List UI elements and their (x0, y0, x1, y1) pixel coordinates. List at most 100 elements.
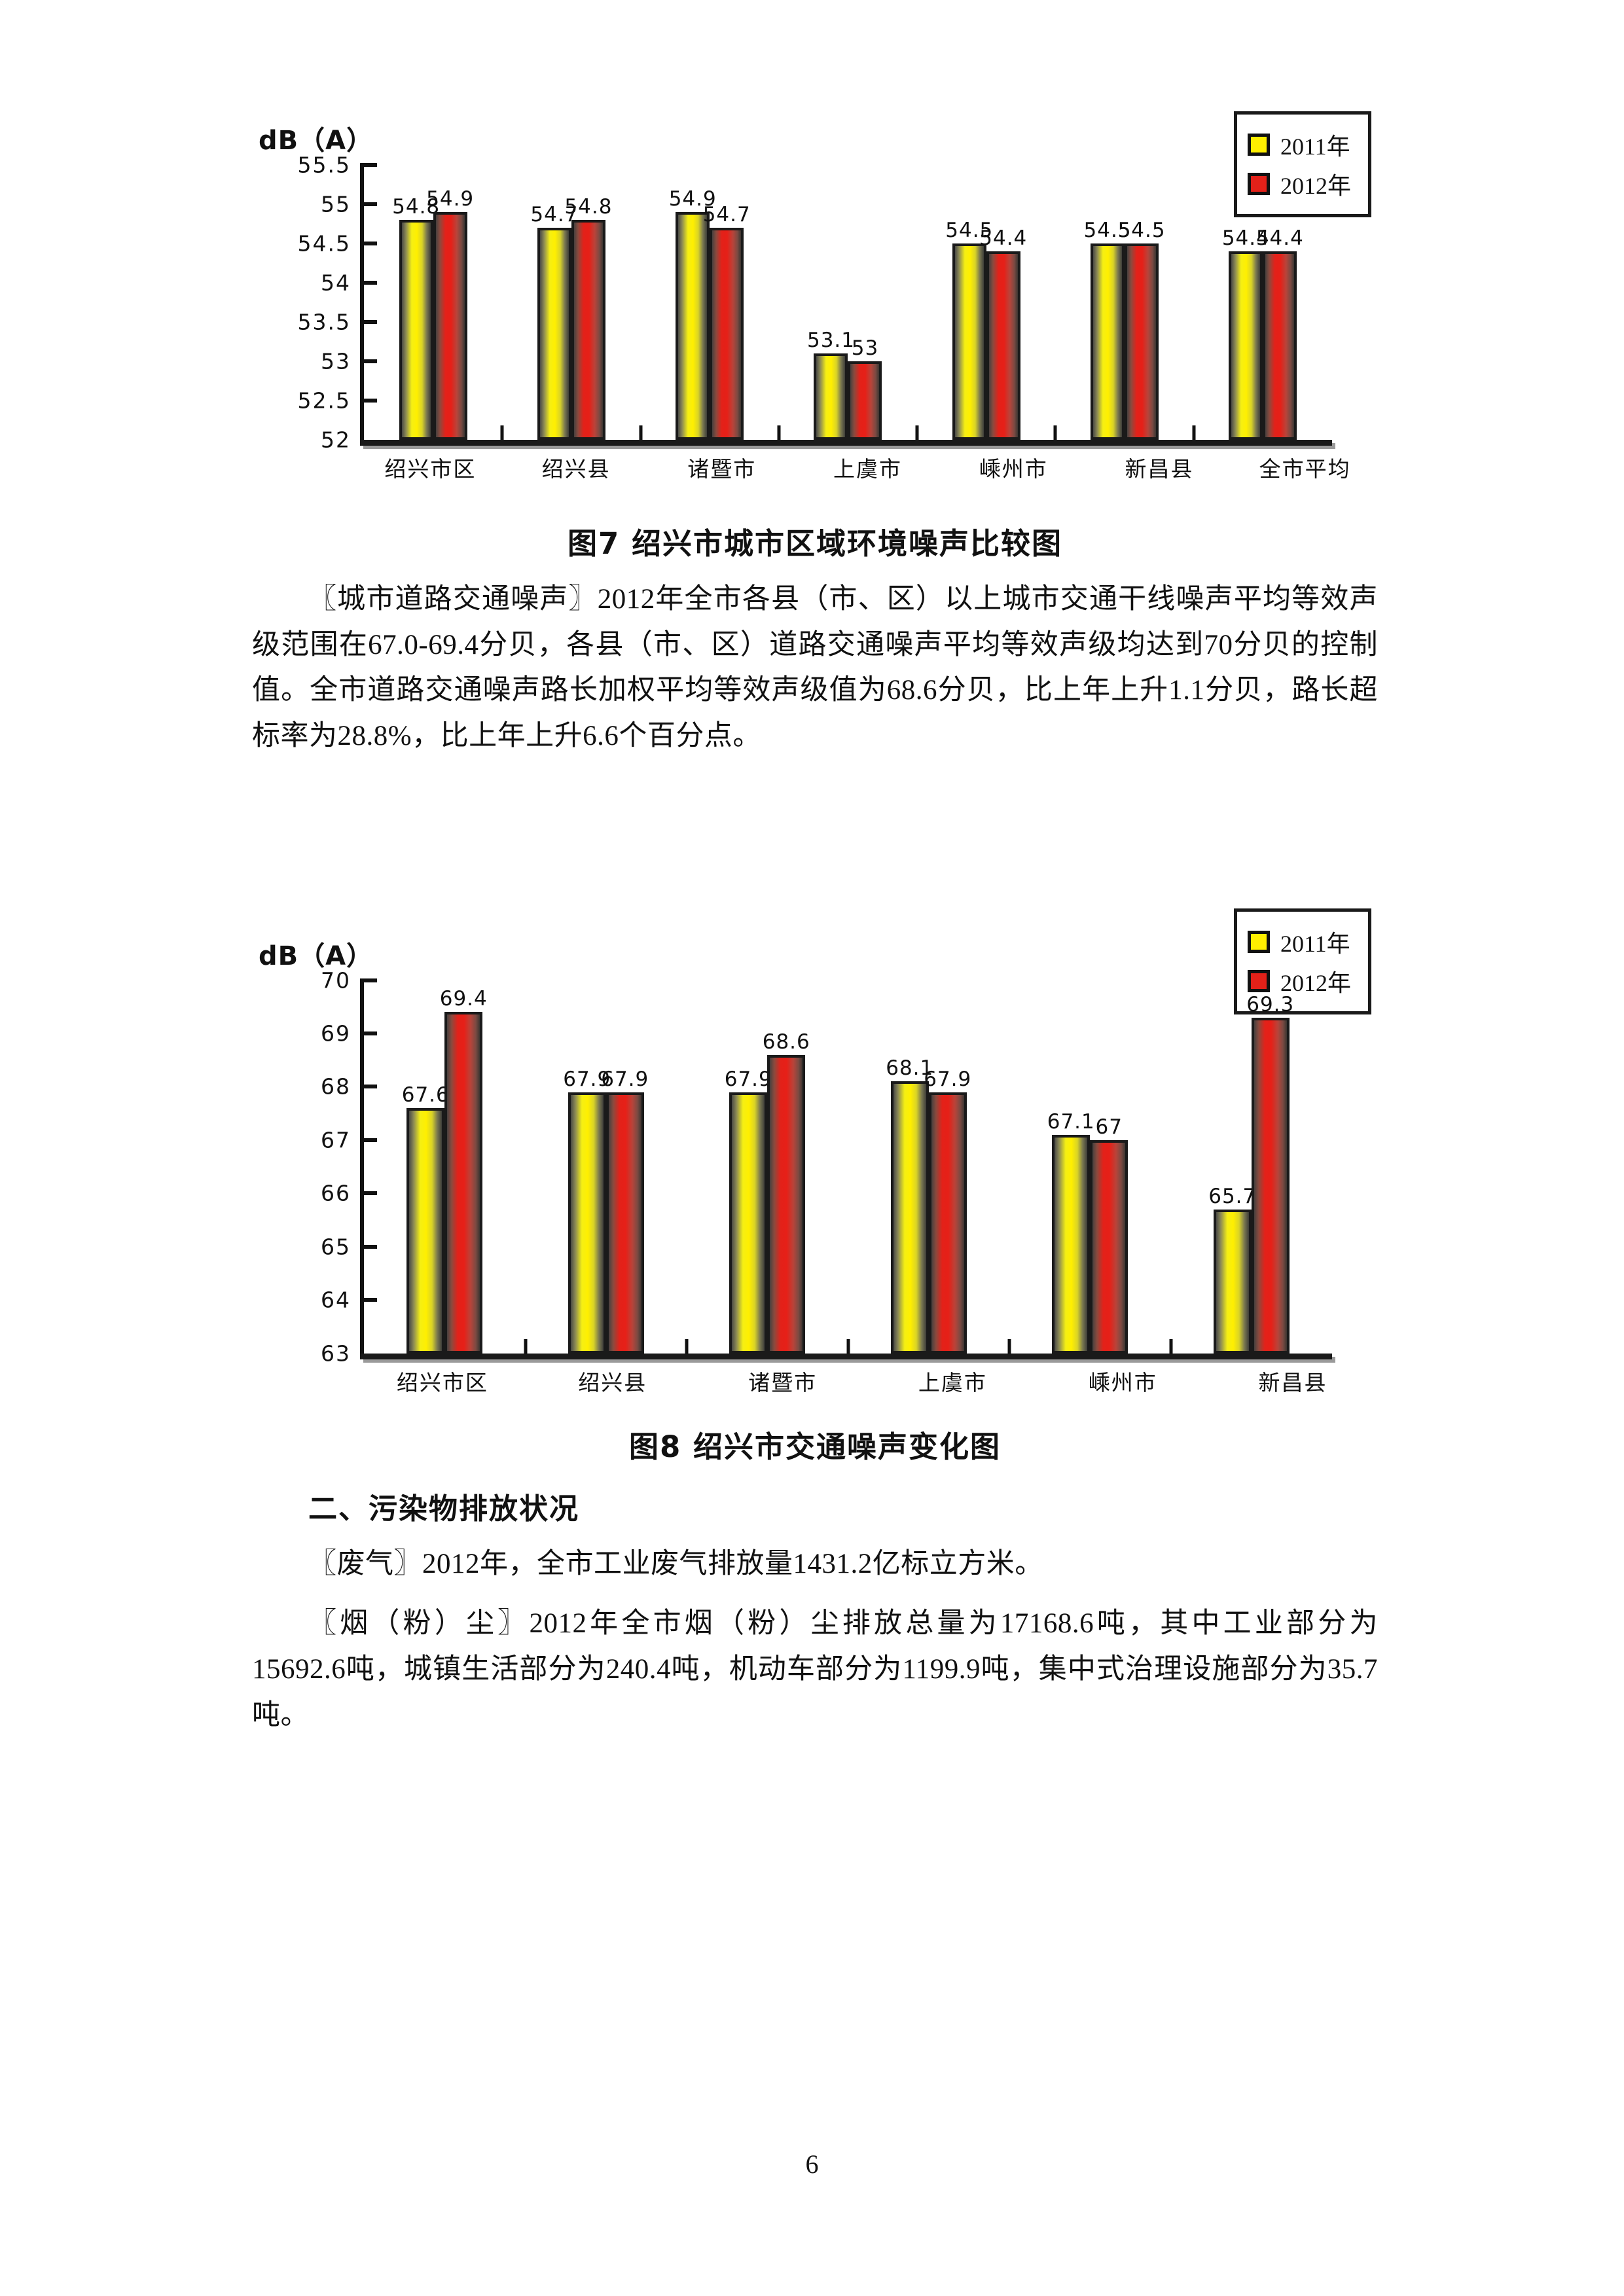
bar-value-label: 54.9 (668, 187, 717, 211)
bar-value-label: 54.5 (945, 219, 994, 242)
x-axis-category-label: 嵊州市 (1088, 1371, 1157, 1395)
x-axis-category-label: 绍兴县 (541, 458, 611, 482)
chart2-legend: 2011年 2012年 (1234, 908, 1371, 1014)
bar-2012年: 69.4 (440, 987, 487, 1354)
bar-group: 67.9 68.6 (687, 980, 850, 1354)
x-axis-category-label: 诸暨市 (748, 1371, 818, 1395)
x-tick-mark (1053, 425, 1057, 440)
y-tick-mark (360, 281, 377, 285)
y-tick-mark (360, 399, 377, 403)
bar-group: 53.1 53 (779, 165, 919, 440)
bar-pair: 54.5 54.4 (945, 219, 1026, 440)
figure-8-chart: dB（A） 2011年 2012年 70 69 68 67 66 65 64 63 67.6 69… (252, 838, 1378, 1401)
y-tick-label: 53 (321, 348, 351, 374)
bar-value-label: 67.9 (924, 1067, 972, 1091)
chart1-x-axis-labels: 绍兴市区 绍兴县 诸暨市 上虞市 嵊州市 新昌县 全市平均 (357, 452, 1378, 483)
bar-2012年: 54.4 (979, 226, 1026, 440)
x-tick-mark (1007, 1338, 1011, 1354)
bar-value-label: 68.1 (886, 1056, 934, 1081)
x-axis-line (360, 440, 1332, 446)
page-content: dB（A） 2011年 2012年 55.5 55 54.5 54 53.5 53 52.5… (252, 0, 1378, 1738)
bar-2011年: 65.7 (1208, 1185, 1255, 1354)
page-number: 6 (805, 2149, 819, 2179)
bar-2012年: 54.7 (703, 203, 750, 440)
bar-pair: 67.9 67.9 (563, 1067, 648, 1354)
legend-swatch-red-icon (1248, 173, 1270, 195)
x-axis-category-label: 诸暨市 (687, 458, 757, 482)
bar-2012年: 54.5 (1118, 219, 1165, 440)
bar-pair: 54.9 54.7 (669, 187, 750, 440)
bar-value-label: 54.7 (530, 203, 579, 226)
chart1-legend-label-2011: 2011年 (1280, 134, 1350, 160)
x-axis-category-label: 绍兴市区 (384, 458, 477, 482)
bar-2011年: 67.9 (563, 1067, 610, 1354)
bar-2011年: 54.4 (1222, 226, 1269, 440)
bar-value-label: 54.5 (1083, 219, 1132, 242)
y-tick-mark (360, 1244, 377, 1249)
bar-2012年: 67.9 (601, 1067, 648, 1354)
legend-swatch-red-icon (1248, 969, 1270, 992)
chart1-legend-item-2012: 2012年 (1248, 167, 1354, 201)
y-tick-label: 65 (321, 1234, 351, 1260)
bar-pair: 67.9 68.6 (725, 1030, 810, 1354)
chart2-plot-bar-groups: 67.6 69.4 67.9 67.9 67.9 68.6 68.1 67.9 67.1 67 65… (364, 980, 1332, 1354)
chart1-y-axis-title: dB（A） (259, 126, 374, 156)
bar-pair: 54.5 54.5 (1084, 219, 1165, 440)
x-tick-mark (500, 425, 504, 440)
y-tick-label: 68 (321, 1073, 351, 1100)
bar-2011年: 54.9 (669, 187, 716, 440)
bar-group: 67.1 67 (1009, 980, 1172, 1354)
y-tick-label: 54.5 (297, 230, 351, 257)
y-tick-mark (360, 359, 377, 363)
y-axis-line (360, 980, 364, 1354)
x-axis-category-label: 绍兴市区 (396, 1371, 488, 1395)
bar-group: 54.5 54.4 (917, 165, 1057, 440)
bar-pair: 53.1 53 (807, 329, 882, 440)
x-tick-mark (524, 1338, 527, 1354)
x-axis-category-label: 绍兴县 (578, 1371, 647, 1395)
x-tick-mark (1169, 1338, 1172, 1354)
bar-value-label: 54.9 (426, 187, 475, 211)
chart1-plot-area: 55.5 55 54.5 54 53.5 53 52.5 52 54.8 54.9 54.7 54.8… (259, 152, 1335, 453)
x-axis-category-label: 嵊州市 (979, 458, 1048, 482)
bar-group: 68.1 67.9 (848, 980, 1011, 1354)
x-axis-category-label: 新昌县 (1258, 1371, 1327, 1395)
bar-2012年: 67 (1090, 1115, 1128, 1354)
x-axis-line (360, 1353, 1332, 1359)
chart1-legend-item-2011: 2011年 (1248, 128, 1354, 162)
bar-value-label: 67.9 (563, 1067, 611, 1091)
bar-2012年: 68.6 (763, 1030, 810, 1354)
bar-value-label: 65.7 (1208, 1184, 1257, 1208)
x-tick-mark (1192, 425, 1196, 440)
bar-value-label: 54.4 (1221, 226, 1270, 250)
bar-2012年: 67.9 (924, 1067, 971, 1354)
x-tick-mark (685, 1338, 689, 1354)
bar-value-label: 54.4 (1255, 226, 1304, 250)
y-tick-label: 69 (321, 1020, 351, 1047)
bar-group: 54.4 54.4 (1194, 165, 1332, 440)
x-axis-category-label: 上虞市 (833, 458, 903, 482)
y-tick-mark (360, 1031, 377, 1036)
bar-2012年: 54.9 (426, 187, 473, 440)
bar-group: 67.9 67.9 (526, 980, 689, 1354)
x-tick-mark (846, 1338, 850, 1354)
y-tick-label: 53.5 (297, 309, 351, 335)
bar-value-label: 67 (1095, 1115, 1123, 1139)
bar-2011年: 68.1 (886, 1056, 933, 1354)
bar-value-label: 54.5 (1117, 219, 1166, 242)
chart2-legend-item-2012: 2012年 (1248, 964, 1354, 998)
bar-value-label: 68.6 (762, 1030, 810, 1054)
bar-group: 54.5 54.5 (1055, 165, 1196, 440)
bar-value-label: 69.4 (439, 987, 488, 1011)
figure-7-chart: dB（A） 2011年 2012年 55.5 55 54.5 54 53.5 53 52.5… (252, 0, 1378, 497)
x-axis-category-label: 全市平均 (1259, 458, 1351, 482)
y-tick-label: 67 (321, 1127, 351, 1153)
bar-pair: 67.6 69.4 (402, 987, 487, 1354)
bar-pair: 54.8 54.9 (392, 187, 473, 440)
chart2-legend-label-2012: 2012年 (1280, 969, 1352, 996)
paragraph-dust: 〖烟（粉）尘〗2012年全市烟（粉）尘排放总量为17168.6吨，其中工业部分为… (252, 1608, 1378, 1731)
bar-group: 65.7 69.3 (1171, 980, 1333, 1354)
bar-2012年: 53 (848, 336, 882, 440)
y-tick-label: 52 (321, 427, 351, 453)
y-tick-mark (360, 163, 377, 167)
